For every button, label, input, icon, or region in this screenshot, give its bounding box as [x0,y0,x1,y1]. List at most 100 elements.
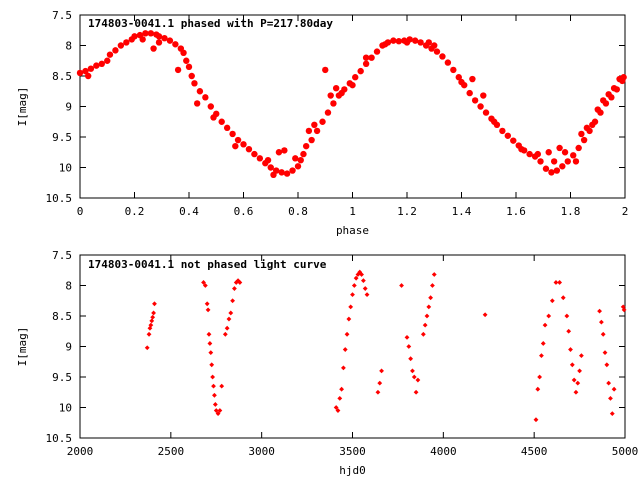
data-point [455,74,462,81]
data-point [112,47,119,54]
chart-title: 174803-0041.1 phased with P=217.80day [88,17,333,30]
x-tick-label: 0.4 [179,205,199,218]
data-point [605,91,612,98]
data-point [450,66,457,74]
data-point [537,158,544,165]
y-tick-label: 8 [65,40,72,53]
data-point [150,314,156,320]
data-point [222,331,228,337]
data-point [281,147,288,154]
data-point [573,389,579,395]
data-point [337,395,343,401]
y-tick-label: 8 [65,280,72,293]
data-point [548,169,555,176]
data-point [330,100,337,107]
data-point [611,386,617,392]
data-point [589,121,596,128]
plot-frame [79,254,626,439]
data-point [183,57,190,64]
data-point [149,318,155,324]
data-point [579,353,584,359]
data-point [411,37,419,44]
data-point [117,42,125,49]
data-point [542,165,550,172]
data-point [583,124,591,132]
data-point [597,308,602,314]
data-point [240,141,247,148]
data-point [466,89,473,97]
data-point [235,278,241,284]
data-point [359,272,364,277]
data-point [267,164,274,171]
data-point [564,158,571,165]
data-point [580,136,588,144]
data-point [283,170,291,177]
data-point [245,146,253,153]
data-point [477,103,484,110]
data-point [294,163,302,170]
data-point [433,48,441,55]
data-point [202,283,208,288]
data-point [537,374,543,380]
data-point [609,411,615,416]
data-point [553,167,561,174]
data-point [219,383,225,389]
data-point [104,57,111,64]
data-point [142,30,149,37]
data-point [322,66,329,74]
data-point [469,75,476,83]
data-point [210,374,216,380]
x-tick-label: 1 [349,205,356,218]
data-point [361,278,366,284]
data-point [458,78,465,86]
data-point [578,130,585,138]
y-axis-label: I[mag] [16,87,29,127]
y-tick-label: 9 [65,341,72,354]
data-point [308,136,315,144]
y-tick-label: 9.5 [52,371,72,384]
data-point [237,280,243,285]
data-point [482,312,488,318]
data-point [230,298,235,304]
data-point [256,155,264,162]
data-point [150,45,157,52]
data-point [621,307,627,313]
data-point [87,65,95,72]
data-point [218,118,225,125]
data-point [439,53,446,60]
data-point [146,331,152,337]
data-point [425,39,432,46]
data-point [428,295,434,301]
data-point [526,150,533,158]
data-point [510,137,517,144]
data-point [191,80,198,87]
data-point [362,286,368,291]
data-point [212,392,217,398]
data-point [275,149,283,156]
data-point [534,150,541,158]
data-point [311,121,318,128]
data-point [379,368,384,374]
data-point [180,49,187,57]
y-tick-label: 7.5 [52,9,72,22]
data-point [292,155,299,162]
data-point [155,33,163,40]
data-point [373,48,381,55]
data-point [610,85,618,92]
data-point [339,386,344,392]
data-point [212,402,218,407]
x-axis-label: hjd0 [339,464,366,477]
data-point [201,280,206,285]
y-tick-label: 9 [65,101,72,114]
data-point [188,72,195,80]
y-tick-label: 9.5 [52,131,72,144]
data-point [375,389,381,395]
data-point [139,36,146,43]
data-point [174,66,182,74]
data-point [368,54,375,61]
x-tick-label: 0 [77,205,84,218]
data-point [348,304,354,310]
data-point [206,331,212,337]
data-point [431,42,438,49]
data-point [349,81,356,89]
